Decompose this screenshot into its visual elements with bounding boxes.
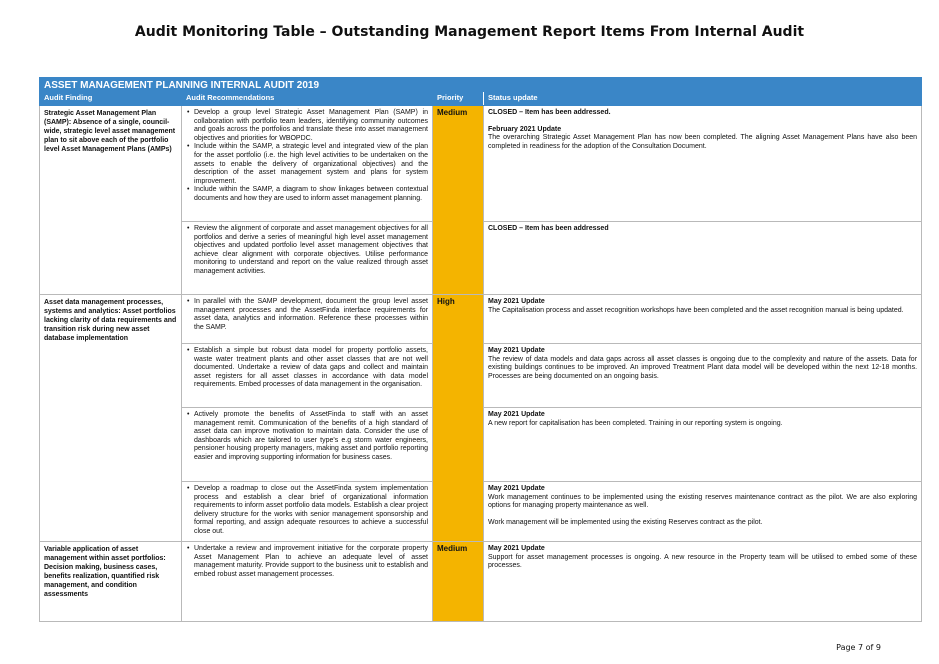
status-update-text: Work management will be implemented usin… bbox=[488, 518, 763, 526]
column-header-finding: Audit Finding bbox=[39, 91, 182, 106]
table-row: Variable application of asset management… bbox=[39, 541, 923, 622]
status-cell: CLOSED – Item has been addressed bbox=[482, 221, 923, 295]
page-title: Audit Monitoring Table – Outstanding Man… bbox=[134, 24, 805, 40]
recommendation-item: Establish a simple but robust data model… bbox=[187, 347, 428, 390]
audit-monitoring-table: ASSET MANAGEMENT PLANNING INTERNAL AUDIT… bbox=[38, 77, 923, 622]
audit-finding-cell: Strategic Asset Management Plan (SAMP): … bbox=[39, 105, 182, 295]
status-update-heading: February 2021 Update bbox=[488, 125, 562, 133]
status-update-heading: May 2021 Update bbox=[488, 545, 545, 552]
recommendation-item: In parallel with the SAMP development, d… bbox=[187, 298, 428, 332]
status-update-text: The review of data models and data gaps … bbox=[488, 355, 918, 380]
status-update-text: Work management continues to be implemen… bbox=[488, 493, 918, 510]
recommendation-item: Actively promote the benefits of AssetFi… bbox=[187, 411, 428, 463]
table-banner: ASSET MANAGEMENT PLANNING INTERNAL AUDIT… bbox=[38, 77, 923, 92]
recommendations-list: In parallel with the SAMP development, d… bbox=[186, 298, 428, 332]
recommendation-item: Include within the SAMP, a strategic lev… bbox=[187, 143, 428, 186]
recommendations-cell: Review the alignment of corporate and as… bbox=[181, 221, 433, 295]
status-cell: May 2021 Update The review of data model… bbox=[482, 343, 923, 408]
recommendations-list: Review the alignment of corporate and as… bbox=[186, 225, 428, 277]
recommendations-list: Develop a roadmap to close out the Asset… bbox=[186, 485, 428, 537]
recommendation-item: Undertake a review and improvement initi… bbox=[187, 545, 428, 579]
status-cell: May 2021 Update Support for asset manage… bbox=[482, 541, 923, 622]
status-update-heading: May 2021 Update bbox=[488, 411, 545, 418]
recommendations-cell: Develop a roadmap to close out the Asset… bbox=[181, 481, 433, 542]
audit-finding-cell: Asset data management processes, systems… bbox=[39, 294, 182, 542]
column-header-recommendations: Audit Recommendations bbox=[181, 91, 433, 106]
status-cell: May 2021 Update A new report for capital… bbox=[482, 407, 923, 482]
status-cell: May 2021 Update Work management continue… bbox=[482, 481, 923, 542]
status-update-text: A new report for capitalisation has been… bbox=[488, 419, 783, 427]
recommendations-list: Actively promote the benefits of AssetFi… bbox=[186, 411, 428, 463]
table-row: Actively promote the benefits of AssetFi… bbox=[40, 407, 923, 482]
recommendations-list: Develop a group level Strategic Asset Ma… bbox=[186, 109, 428, 204]
table-row: Establish a simple but robust data model… bbox=[40, 343, 923, 408]
priority-cell: Medium bbox=[432, 541, 484, 622]
recommendation-item: Include within the SAMP, a diagram to sh… bbox=[187, 186, 428, 203]
status-update-text: The overarching Strategic Asset Manageme… bbox=[488, 134, 918, 150]
page-number: Page 7 of 9 bbox=[836, 643, 881, 652]
priority-cell: High bbox=[432, 294, 484, 542]
table-row: Strategic Asset Management Plan (SAMP): … bbox=[39, 105, 923, 295]
recommendations-list: Establish a simple but robust data model… bbox=[186, 347, 428, 390]
status-update-text: The Capitalisation process and asset rec… bbox=[488, 306, 904, 314]
table-row: Develop a roadmap to close out the Asset… bbox=[40, 481, 923, 542]
status-cell: May 2021 Update The Capitalisation proce… bbox=[482, 294, 923, 344]
recommendations-cell: Develop a group level Strategic Asset Ma… bbox=[181, 105, 433, 222]
column-header-status: Status update bbox=[482, 91, 923, 106]
recommendation-item: Review the alignment of corporate and as… bbox=[187, 225, 428, 277]
status-closed: CLOSED – Item has been addressed. bbox=[488, 109, 611, 116]
recommendations-cell: Actively promote the benefits of AssetFi… bbox=[181, 407, 433, 482]
recommendations-cell: Undertake a review and improvement initi… bbox=[181, 541, 433, 622]
status-update-text: Support for asset management processes i… bbox=[488, 553, 918, 570]
status-closed: CLOSED – Item has been addressed bbox=[488, 225, 609, 232]
recommendation-item: Develop a group level Strategic Asset Ma… bbox=[187, 109, 428, 143]
column-header-priority: Priority bbox=[432, 91, 484, 106]
recommendations-list: Undertake a review and improvement initi… bbox=[186, 545, 428, 579]
status-update-heading: May 2021 Update bbox=[488, 298, 545, 305]
status-update-heading: May 2021 Update bbox=[488, 485, 545, 492]
status-cell: CLOSED – Item has been addressed. Februa… bbox=[482, 105, 923, 222]
priority-cell: Medium bbox=[432, 105, 484, 295]
status-update-heading: May 2021 Update bbox=[488, 347, 545, 354]
table-row: Review the alignment of corporate and as… bbox=[40, 221, 923, 295]
recommendations-cell: In parallel with the SAMP development, d… bbox=[181, 294, 433, 344]
table-row: Asset data management processes, systems… bbox=[39, 294, 923, 542]
recommendation-item: Develop a roadmap to close out the Asset… bbox=[187, 485, 428, 537]
audit-finding-cell: Variable application of asset management… bbox=[39, 541, 182, 622]
recommendations-cell: Establish a simple but robust data model… bbox=[181, 343, 433, 408]
